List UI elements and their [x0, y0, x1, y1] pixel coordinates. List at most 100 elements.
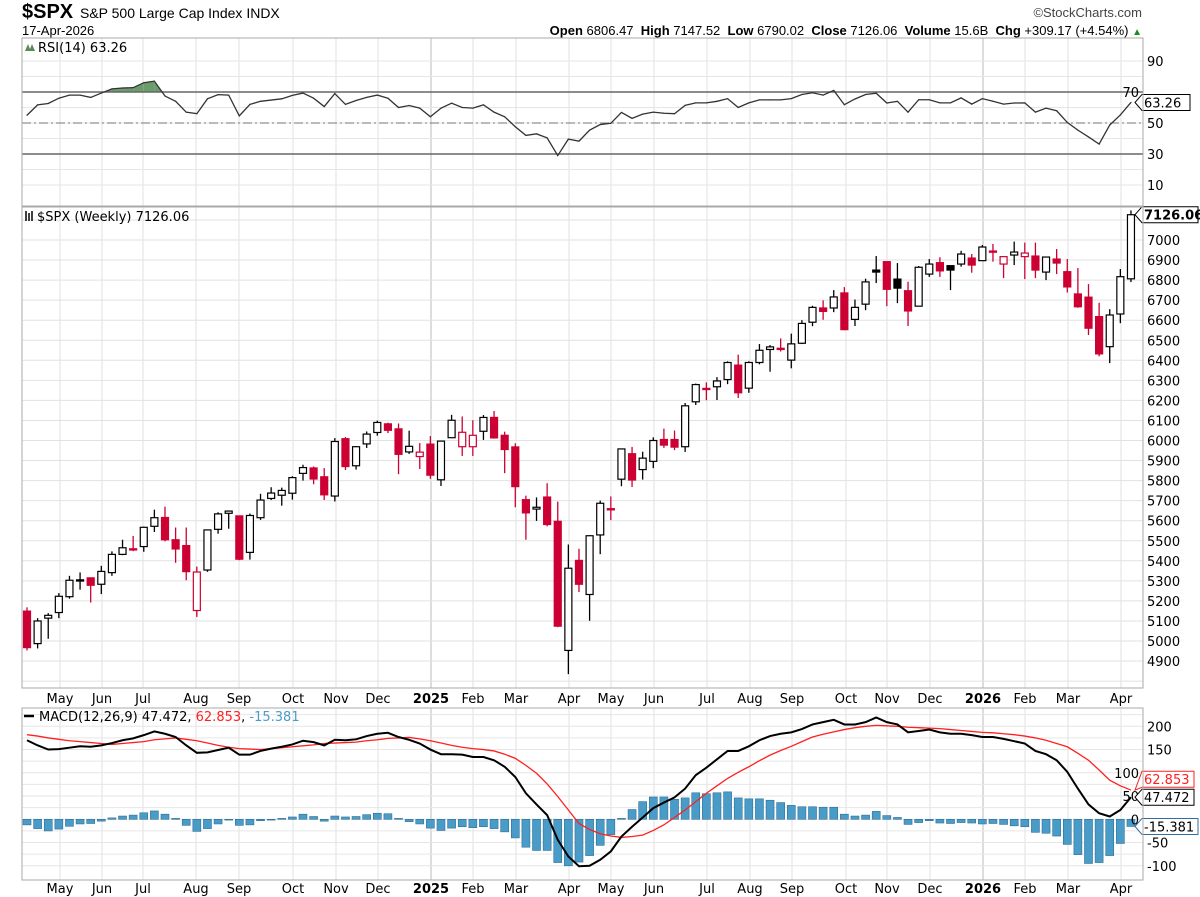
rsi-point [695, 102, 697, 104]
x-axis-label: Jun [643, 692, 664, 707]
rsi-point [153, 80, 155, 82]
exchange-label: INDX [246, 5, 280, 21]
candle [819, 300, 828, 320]
candle [160, 506, 170, 542]
macd-histogram-bar [840, 813, 849, 820]
price-axis-label: 5400 [1147, 555, 1180, 570]
rsi-point [663, 112, 665, 114]
macd-histogram-bar [988, 818, 998, 824]
macd-histogram-bar [489, 818, 499, 829]
candle [320, 468, 329, 501]
brand-link[interactable]: ©StockCharts.com [1033, 5, 1142, 20]
rsi-indicator-icon [25, 44, 35, 51]
candle-body [925, 263, 934, 275]
candle [75, 572, 85, 590]
price-axis-label: 7000 [1147, 234, 1180, 249]
candle-body [787, 343, 796, 361]
volume-label: Volume [904, 23, 951, 38]
candle-body [203, 529, 212, 571]
symbol-title: $SPX [22, 1, 74, 23]
x-axis-label: 2026 [965, 692, 1001, 707]
candle [596, 500, 605, 555]
candle-body [808, 306, 817, 323]
candle-body [33, 620, 42, 645]
x-axis-label: Oct [835, 882, 857, 897]
candle-body [415, 451, 424, 458]
candle [458, 416, 467, 456]
macd-histogram-bar [808, 806, 817, 820]
candle-body [1041, 256, 1051, 273]
rsi-point [504, 116, 506, 118]
rsi-point [748, 102, 750, 104]
candle-body [192, 571, 201, 612]
candle-body [734, 364, 743, 394]
rsi-point [259, 100, 262, 102]
candle [617, 448, 626, 487]
macd-legend: MACD(12,26,9) 47.472, 62.853, -15.381 [39, 710, 300, 725]
macd-histogram-bar [574, 818, 584, 863]
rsi-point [737, 106, 739, 109]
rsi-point [366, 96, 368, 99]
candle [1010, 241, 1019, 266]
candle [447, 414, 456, 439]
candle-body [606, 508, 615, 511]
macd-histogram-bar [330, 815, 340, 820]
candle [903, 281, 913, 327]
candle [627, 446, 637, 488]
candle [840, 287, 849, 331]
x-axis-label: Dec [917, 882, 942, 897]
candle-body [893, 278, 902, 289]
candle [850, 299, 860, 327]
price-value-tag [1134, 206, 1199, 224]
macd-histogram-bar [712, 792, 722, 820]
macd-histogram-bar [850, 815, 860, 820]
candle-body [617, 448, 626, 480]
rsi-point [408, 104, 410, 107]
macd-histogram-bar [882, 815, 892, 820]
rsi-point [249, 103, 251, 105]
candle-body [1063, 271, 1072, 288]
rsi-point [132, 87, 134, 89]
x-axis-label: Sep [780, 692, 805, 707]
x-axis-label: Feb [461, 692, 484, 707]
candle [893, 263, 902, 304]
macd-histogram-bar [468, 818, 478, 828]
candle [776, 338, 785, 352]
rsi-point [291, 94, 293, 97]
candle-body [1073, 293, 1082, 308]
candle [574, 548, 584, 593]
rsi-point [833, 89, 835, 92]
candle [33, 618, 42, 649]
candle-body [511, 446, 520, 488]
candle-body [935, 262, 944, 272]
price-axis-label: 6300 [1147, 374, 1180, 389]
price-axis-label: 6900 [1147, 254, 1180, 269]
x-axis-label: Mar [504, 692, 529, 707]
panel-background [22, 38, 1143, 206]
rsi-point [705, 102, 707, 104]
candle [787, 333, 796, 369]
rsi-point [907, 111, 909, 113]
candle-body [224, 510, 233, 514]
rsi-point [652, 111, 654, 113]
panel-border [21, 707, 1144, 881]
candle [54, 593, 63, 619]
candle-body [882, 261, 891, 290]
macd-axis-label: 0 [1131, 813, 1139, 828]
macd-legend-histogram: -15.381 [249, 710, 299, 725]
candle-body [235, 515, 244, 560]
candle [872, 256, 881, 284]
candle [808, 305, 817, 327]
candle-body [394, 428, 403, 455]
candle [861, 278, 870, 311]
macd-signal-tag-text: 62.853 [1144, 773, 1190, 788]
macd-histogram-bar [426, 818, 435, 829]
low-value: 6790.02 [757, 23, 805, 38]
rsi-point [864, 93, 867, 96]
x-axis-label: May [598, 882, 625, 897]
macd-histogram-bar [978, 818, 987, 825]
x-axis-label: Aug [183, 882, 208, 897]
candle [86, 577, 95, 603]
x-axis-label: Aug [737, 882, 762, 897]
macd-histogram-bar [542, 818, 552, 851]
